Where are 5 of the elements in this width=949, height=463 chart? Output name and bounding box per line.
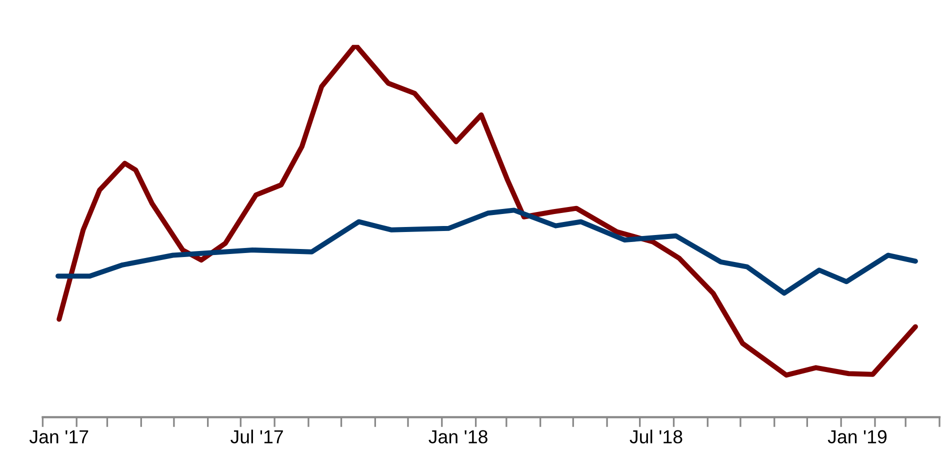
x-tick-label: Jul '17 <box>230 430 283 444</box>
x-tick-label: Jan '17 <box>29 430 88 444</box>
x-tick-label: Jan '19 <box>828 430 887 444</box>
x-tick-label: Jul '18 <box>630 430 682 444</box>
x-tick-label: Jan '18 <box>428 430 488 444</box>
